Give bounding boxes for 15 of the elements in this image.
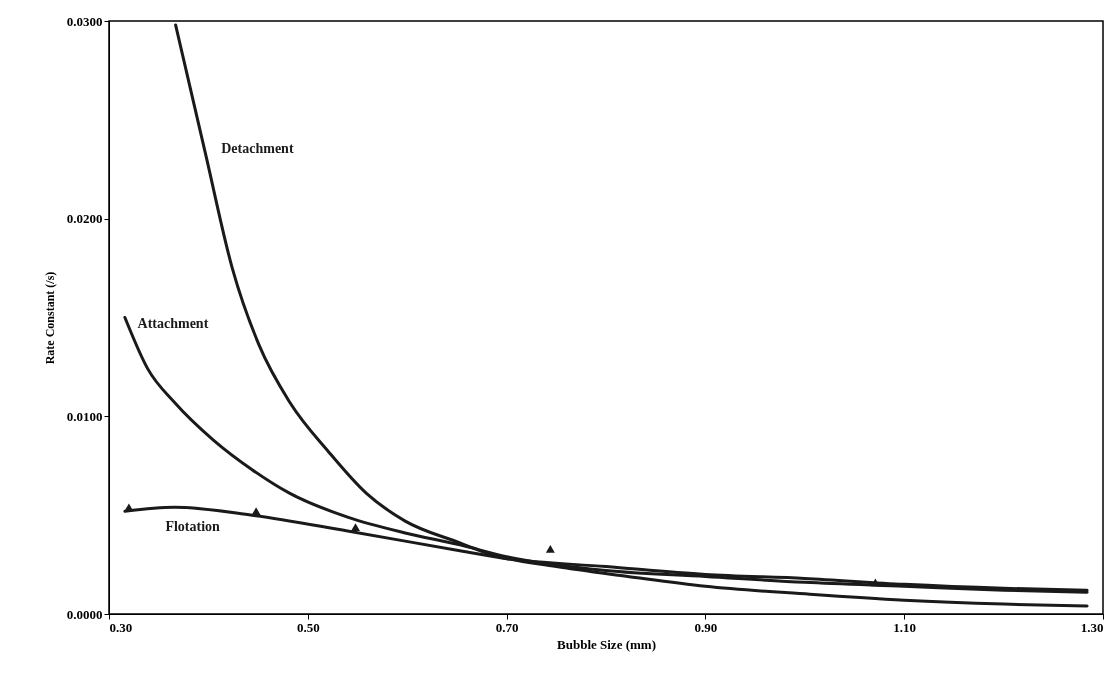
series-label: Detachment: [221, 141, 294, 157]
x-tick-label: 0.90: [694, 619, 718, 635]
x-axis-title: Bubble Size (mm): [557, 636, 656, 652]
x-tick-label: 0.70: [495, 619, 519, 635]
y-tick-label: 0.0100: [66, 408, 103, 424]
series-label: Attachment: [137, 315, 209, 331]
x-tick-label: 1.30: [1080, 619, 1104, 635]
y-axis-title: Rate Constant (/s): [42, 271, 57, 365]
x-tick-label: 1.10: [893, 619, 917, 635]
y-tick-label: 0.0200: [66, 211, 103, 227]
x-tick-label: 0.50: [296, 619, 320, 635]
y-tick-label: 0.0300: [66, 13, 103, 29]
series-label: Flotation: [165, 519, 221, 535]
y-tick-label: 0.0000: [66, 606, 103, 622]
x-tick-label: 0.30: [109, 619, 133, 635]
